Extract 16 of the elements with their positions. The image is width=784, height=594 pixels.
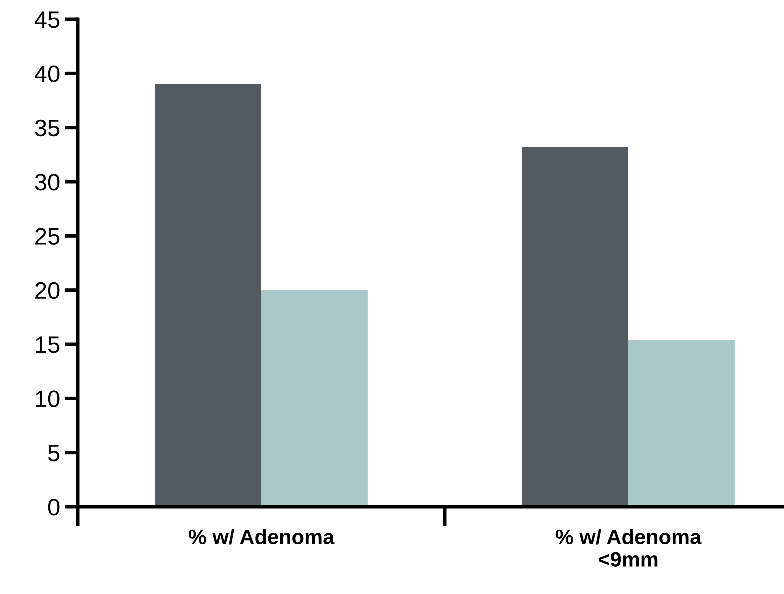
bar — [628, 340, 735, 507]
y-tick-label: 5 — [48, 445, 60, 462]
y-tick-label: 25 — [36, 228, 60, 245]
bar — [522, 147, 628, 507]
x-tick-label: % w/ Adenoma — [188, 529, 335, 545]
y-tick-label: 40 — [34, 66, 60, 82]
x-tick-label: % w/ Adenoma <9mm — [556, 529, 702, 567]
y-tick-label: 35 — [35, 120, 60, 137]
bar — [155, 84, 262, 507]
y-tick-label: 20 — [36, 282, 60, 300]
y-tick-label: 0 — [48, 499, 60, 516]
y-tick-label: 45 — [34, 12, 60, 28]
y-tick-label: 10 — [36, 390, 60, 408]
y-tick-label: 15 — [36, 336, 60, 354]
y-tick-label: 30 — [35, 174, 60, 191]
bar — [262, 290, 368, 507]
